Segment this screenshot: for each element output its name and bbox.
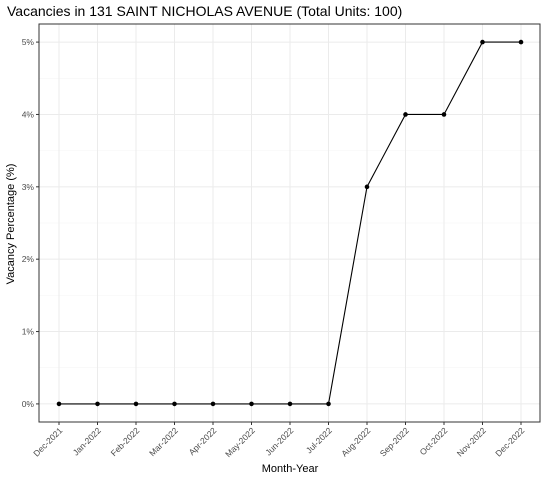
x-tick-label: Mar-2022 — [147, 425, 180, 458]
data-point — [210, 401, 216, 407]
x-tick-label: Jun-2022 — [263, 425, 295, 457]
x-tick-label: Jan-2022 — [71, 425, 103, 457]
y-tick-label: 1% — [22, 327, 35, 337]
x-tick-label: Feb-2022 — [109, 425, 142, 458]
data-point — [403, 112, 408, 117]
y-axis-title: Vacancy Percentage (%) — [5, 164, 17, 285]
data-point — [172, 401, 177, 407]
data-point — [364, 184, 370, 190]
x-tick-label: Sep-2022 — [378, 425, 411, 458]
data-point — [56, 401, 62, 407]
x-tick-label: Aug-2022 — [339, 425, 372, 458]
data-point — [326, 401, 331, 407]
data-point — [518, 39, 524, 45]
x-tick-label: May-2022 — [223, 425, 257, 459]
data-point — [287, 401, 293, 407]
y-tick-label: 3% — [22, 182, 35, 192]
chart-title: Vacancies in 131 SAINT NICHOLAS AVENUE (… — [7, 3, 402, 19]
x-tick-label: Dec-2022 — [493, 425, 526, 458]
data-point — [249, 401, 254, 407]
x-tick-label: Jul-2022 — [304, 425, 334, 455]
y-tick-label: 0% — [22, 399, 35, 409]
x-tick-label: Apr-2022 — [187, 425, 219, 457]
data-point — [480, 39, 485, 45]
plot-panel — [38, 23, 541, 423]
x-tick-label: Dec-2021 — [31, 425, 64, 458]
data-point — [95, 401, 100, 407]
y-tick-label: 5% — [22, 37, 35, 47]
x-tick-label: Oct-2022 — [418, 425, 450, 457]
x-tick-label: Nov-2022 — [455, 425, 488, 458]
y-tick-label: 2% — [22, 254, 35, 264]
data-point — [133, 401, 139, 407]
data-point — [441, 112, 447, 117]
x-axis-title: Month-Year — [262, 463, 319, 475]
y-tick-label: 4% — [22, 109, 35, 119]
